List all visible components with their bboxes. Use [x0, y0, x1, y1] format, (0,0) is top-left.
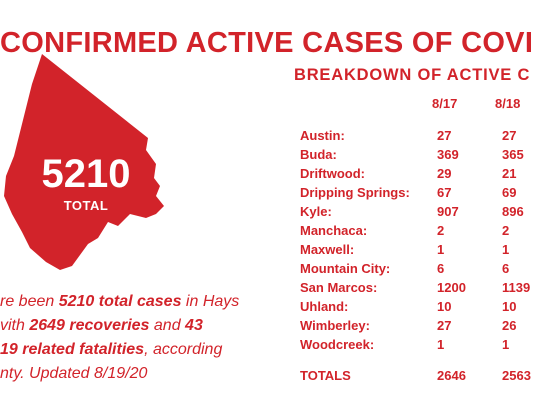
city-name: Mountain City:	[300, 261, 391, 276]
cases-day-1: 907	[437, 204, 459, 219]
totals-day-1: 2646	[437, 368, 466, 383]
table-row: Maxwell: 1 1	[300, 241, 540, 258]
city-name: Uhland:	[300, 299, 349, 314]
cases-day-2: 27	[502, 128, 517, 143]
city-name: Austin:	[300, 128, 345, 143]
city-name: Buda:	[300, 147, 337, 162]
total-cases-value: 5210	[41, 152, 131, 196]
table-row: Manchaca: 2 2	[300, 222, 540, 239]
city-name: Wimberley:	[300, 318, 370, 333]
city-name: Maxwell:	[300, 242, 355, 257]
cases-day-1: 2	[437, 223, 445, 238]
cases-day-2: 1	[502, 337, 510, 352]
cases-day-1: 6	[437, 261, 445, 276]
cases-day-1: 1	[437, 242, 445, 257]
cases-day-2: 69	[502, 185, 517, 200]
table-row: San Marcos: 1200 1139	[300, 279, 540, 296]
table-row: Buda: 369 365	[300, 146, 540, 163]
cases-day-2: 1139	[502, 280, 531, 295]
cases-day-1: 27	[437, 128, 452, 143]
totals-day-2: 2563	[502, 368, 531, 383]
cases-day-2: 21	[502, 166, 517, 181]
summary-line-4: nty. Updated 8/19/20	[0, 365, 148, 382]
city-name: Kyle:	[300, 204, 332, 219]
cases-day-2: 365	[502, 147, 524, 162]
cases-day-2: 6	[502, 261, 510, 276]
table-row: Woodcreek: 1 1	[300, 336, 540, 353]
city-name: Woodcreek:	[300, 337, 375, 352]
totals-label: TOTALS	[300, 368, 351, 383]
cases-day-1: 1	[437, 337, 445, 352]
city-name: Driftwood:	[300, 166, 365, 181]
cases-day-2: 26	[502, 318, 517, 333]
summary-text: re been 5210 total cases in Hays vith 26…	[0, 290, 290, 386]
cases-day-1: 10	[437, 299, 452, 314]
city-name: Dripping Springs:	[300, 185, 410, 200]
cases-day-2: 896	[502, 204, 524, 219]
cases-day-1: 1200	[437, 280, 466, 295]
cases-day-2: 1	[502, 242, 510, 257]
date-column-header: 8/18	[495, 96, 521, 111]
table-row: Uhland: 10 10	[300, 298, 540, 315]
total-cases-label: TOTAL	[63, 198, 109, 213]
city-name: Manchaca:	[300, 223, 368, 238]
table-row: Driftwood: 29 21	[300, 165, 540, 182]
cases-day-1: 369	[437, 147, 459, 162]
county-map-icon	[4, 54, 164, 270]
table-row: Dripping Springs: 67 69	[300, 184, 540, 201]
cases-day-1: 27	[437, 318, 452, 333]
cases-day-2: 2	[502, 223, 510, 238]
summary-line-1: re been 5210 total cases in Hays	[0, 293, 240, 310]
summary-line-2: vith 2649 recoveries and 43	[0, 317, 203, 334]
table-row: Wimberley: 27 26	[300, 317, 540, 334]
cases-day-2: 10	[502, 299, 517, 314]
table-row: Mountain City: 6 6	[300, 260, 540, 277]
summary-line-3: 19 related fatalities, according	[0, 341, 223, 358]
breakdown-title: BREAKDOWN OF ACTIVE C	[294, 66, 531, 84]
date-column-header: 8/17	[432, 96, 458, 111]
table-row: Austin: 27 27	[300, 127, 540, 144]
totals-row: TOTALS 2646 2563	[300, 367, 540, 384]
table-row: Kyle: 907 896	[300, 203, 540, 220]
cases-day-1: 29	[437, 166, 452, 181]
page-title: CONFIRMED ACTIVE CASES OF COVI	[0, 27, 534, 59]
city-name: San Marcos:	[300, 280, 378, 295]
cases-day-1: 67	[437, 185, 452, 200]
